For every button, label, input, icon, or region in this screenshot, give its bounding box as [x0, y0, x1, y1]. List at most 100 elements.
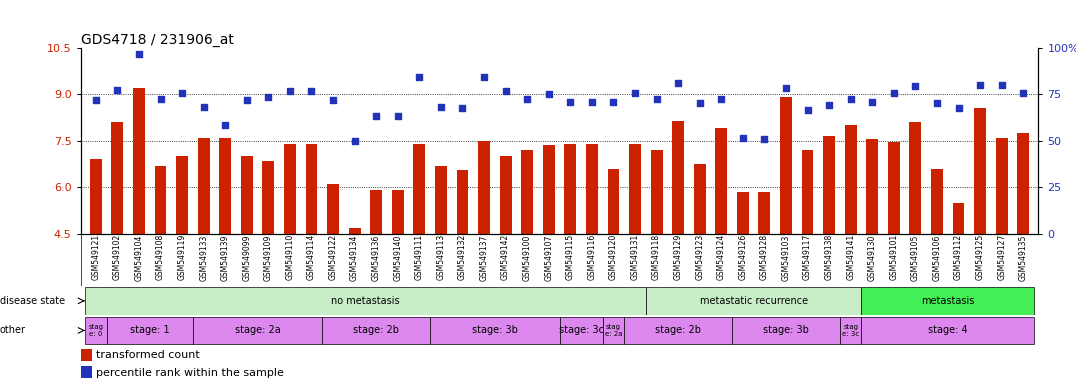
Text: GSM549120: GSM549120 [609, 234, 618, 280]
Point [497, 88, 514, 94]
Point [87, 97, 104, 103]
Text: stag
e: 3c: stag e: 3c [843, 324, 860, 337]
Bar [542, 146, 554, 234]
FancyBboxPatch shape [107, 316, 193, 344]
Text: GSM549107: GSM549107 [544, 234, 553, 281]
Text: stage: 2a: stage: 2a [235, 325, 281, 336]
FancyBboxPatch shape [323, 316, 430, 344]
Bar [888, 142, 900, 234]
Bar [90, 159, 102, 234]
Point [433, 104, 450, 110]
Text: GSM549134: GSM549134 [350, 234, 359, 281]
FancyBboxPatch shape [430, 316, 560, 344]
Text: GSM549101: GSM549101 [890, 234, 898, 280]
FancyBboxPatch shape [624, 316, 732, 344]
Bar [456, 170, 468, 234]
Text: GSM549113: GSM549113 [437, 234, 445, 280]
Text: GSM549116: GSM549116 [587, 234, 596, 280]
Point [1015, 89, 1032, 96]
Point [454, 105, 471, 111]
Bar [694, 164, 706, 234]
Text: GSM549140: GSM549140 [393, 234, 402, 281]
Bar [952, 203, 964, 234]
Text: metastatic recurrence: metastatic recurrence [699, 296, 808, 306]
Bar [759, 192, 770, 234]
Point [562, 99, 579, 105]
Text: stage: 3b: stage: 3b [472, 325, 518, 336]
Text: stage: 3c: stage: 3c [558, 325, 604, 336]
Bar [112, 122, 124, 234]
Text: other: other [0, 325, 26, 336]
Point [821, 102, 838, 108]
Text: GSM549141: GSM549141 [846, 234, 855, 280]
Bar [586, 144, 598, 234]
Point [929, 101, 946, 107]
Bar [327, 184, 339, 234]
Bar [499, 156, 511, 234]
Point [669, 80, 686, 86]
Point [411, 74, 428, 80]
Point [886, 89, 903, 96]
Text: GSM549099: GSM549099 [242, 234, 252, 281]
Text: GSM549118: GSM549118 [652, 234, 661, 280]
Text: GDS4718 / 231906_at: GDS4718 / 231906_at [81, 33, 233, 46]
FancyBboxPatch shape [193, 316, 323, 344]
FancyBboxPatch shape [85, 316, 107, 344]
Bar [133, 88, 145, 234]
Bar [1017, 133, 1029, 234]
Bar [81, 366, 93, 379]
Text: GSM549106: GSM549106 [933, 234, 942, 281]
Text: stage: 1: stage: 1 [130, 325, 170, 336]
Text: metastasis: metastasis [921, 296, 975, 306]
Text: GSM549122: GSM549122 [328, 234, 338, 280]
Bar [81, 349, 93, 361]
Text: GSM549142: GSM549142 [501, 234, 510, 280]
Bar [349, 228, 360, 234]
Bar [306, 144, 317, 234]
FancyBboxPatch shape [85, 287, 646, 315]
Bar [435, 166, 447, 234]
Text: GSM549131: GSM549131 [631, 234, 639, 280]
Text: GSM549135: GSM549135 [1019, 234, 1028, 281]
Text: GSM549124: GSM549124 [717, 234, 726, 280]
FancyBboxPatch shape [646, 287, 862, 315]
FancyBboxPatch shape [862, 287, 1034, 315]
Point [648, 96, 665, 102]
Text: GSM549125: GSM549125 [976, 234, 985, 280]
Bar [866, 139, 878, 234]
Text: stage: 3b: stage: 3b [763, 325, 809, 336]
Text: GSM549115: GSM549115 [566, 234, 575, 280]
FancyBboxPatch shape [560, 316, 603, 344]
Text: percentile rank within the sample: percentile rank within the sample [96, 367, 284, 377]
Point [950, 105, 967, 111]
Bar [565, 144, 577, 234]
Point [130, 51, 147, 57]
Text: GSM549139: GSM549139 [221, 234, 229, 281]
Bar [284, 144, 296, 234]
Point [583, 99, 600, 105]
Text: GSM549138: GSM549138 [824, 234, 834, 280]
Bar [478, 141, 490, 234]
Point [368, 113, 385, 119]
Point [346, 138, 364, 144]
Text: GSM549109: GSM549109 [264, 234, 273, 281]
Bar [974, 108, 986, 234]
Point [325, 97, 342, 103]
Bar [909, 122, 921, 234]
FancyBboxPatch shape [732, 316, 840, 344]
Bar [931, 169, 943, 234]
Bar [176, 156, 188, 234]
Text: GSM549117: GSM549117 [803, 234, 812, 280]
Text: stag
e: 2a: stag e: 2a [605, 324, 622, 337]
Point [777, 85, 794, 91]
Text: GSM549128: GSM549128 [760, 234, 769, 280]
Point [799, 107, 817, 113]
Point [605, 99, 622, 105]
Point [519, 96, 536, 102]
Bar [521, 150, 533, 234]
Point [972, 82, 989, 88]
Bar [716, 128, 727, 234]
Point [238, 97, 255, 103]
Text: GSM549111: GSM549111 [415, 234, 424, 280]
Text: no metastasis: no metastasis [331, 296, 399, 306]
